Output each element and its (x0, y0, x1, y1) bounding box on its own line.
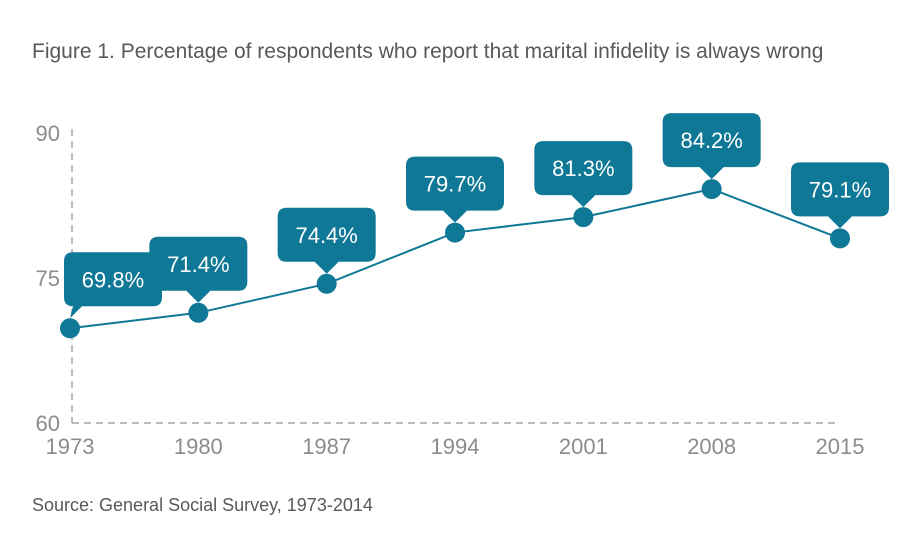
x-tick-labels: 1973 1980 1987 1994 2001 2008 2015 (46, 434, 865, 459)
data-label-callout (277, 207, 376, 274)
x-tick-label: 1973 (46, 434, 95, 459)
data-point (188, 302, 209, 323)
y-tick-label: 60 (36, 411, 60, 436)
data-point (60, 318, 80, 339)
y-tick-labels: 60 75 90 (36, 121, 60, 436)
data-point (316, 273, 337, 294)
x-tick-label: 2015 (816, 434, 865, 459)
source-note: Source: General Social Survey, 1973-2014 (32, 495, 373, 515)
data-label: 81.3% (552, 156, 614, 181)
data-labels: 69.8% 71.4% 74.4% 79.7% 81.3% 84.2% 79.1% (64, 113, 889, 319)
data-point (830, 228, 850, 249)
y-tick-label: 90 (36, 121, 60, 146)
data-label-callout (406, 156, 504, 223)
data-label: 74.4% (295, 223, 357, 248)
x-tick-label: 1980 (174, 434, 223, 459)
data-label: 84.2% (680, 128, 742, 153)
data-label-callout (791, 162, 889, 229)
chart-title: Figure 1. Percentage of respondents who … (32, 40, 824, 63)
data-label-callout (149, 236, 248, 303)
x-tick-label: 2001 (559, 434, 608, 459)
data-label: 71.4% (167, 252, 229, 277)
x-tick-label: 1994 (431, 434, 480, 459)
x-tick-label: 1987 (302, 434, 351, 459)
series-line-group (60, 179, 850, 339)
data-label-callout (64, 252, 162, 319)
data-point (701, 179, 722, 200)
data-point (445, 222, 465, 243)
data-label-callout (534, 141, 633, 208)
y-tick-label: 75 (36, 266, 60, 291)
x-tick-label: 2008 (687, 434, 736, 459)
data-label: 69.8% (82, 267, 144, 292)
data-label: 79.1% (809, 177, 871, 202)
data-point (573, 207, 594, 228)
data-label-callout (662, 113, 761, 180)
data-label: 79.7% (424, 172, 486, 197)
